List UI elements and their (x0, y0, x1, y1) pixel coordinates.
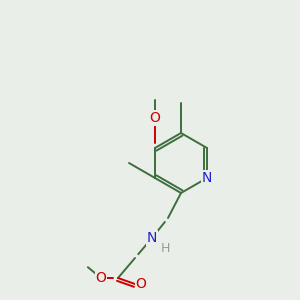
Text: O: O (96, 271, 106, 285)
Text: O: O (136, 277, 146, 291)
Text: N: N (202, 171, 212, 185)
Text: O: O (150, 111, 160, 125)
Text: H: H (160, 242, 170, 256)
Text: N: N (147, 231, 157, 245)
